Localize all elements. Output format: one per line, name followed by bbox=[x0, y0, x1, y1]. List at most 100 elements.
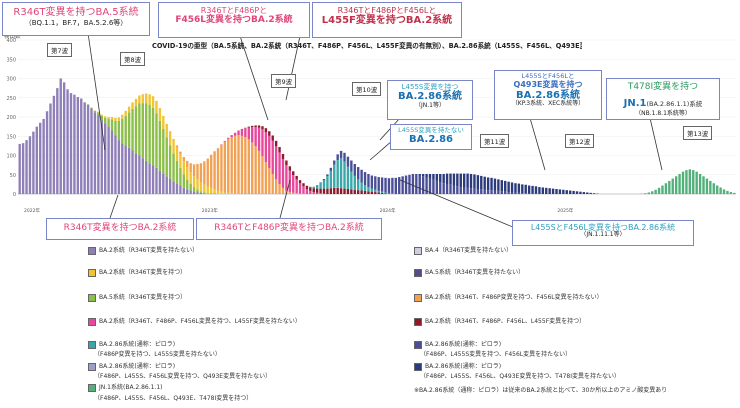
bar-segment bbox=[442, 173, 445, 184]
bar-segment bbox=[370, 191, 374, 194]
bar-segment bbox=[312, 188, 315, 193]
bar-segment bbox=[380, 192, 384, 194]
bar-segment bbox=[76, 96, 80, 194]
bar-segment bbox=[712, 183, 715, 194]
bar-segment bbox=[158, 108, 162, 121]
bar-segment bbox=[456, 173, 459, 187]
wave-label-11: 第11波 bbox=[480, 134, 510, 148]
bar-segment bbox=[203, 184, 206, 193]
y-axis: 0 50 100 150 200 250 300 350 400 bbox=[6, 38, 736, 198]
bar-segment bbox=[162, 128, 165, 174]
bar-segment bbox=[418, 173, 421, 176]
bar-segment bbox=[716, 185, 719, 194]
bar-segment bbox=[384, 192, 387, 194]
bar-segment bbox=[315, 185, 319, 189]
bar-segment bbox=[493, 178, 497, 191]
bar-segment bbox=[521, 184, 524, 194]
bar-segment bbox=[654, 189, 657, 194]
legend-item: BA.4（R346T変異を持たない） bbox=[414, 245, 512, 255]
bar-segment bbox=[162, 115, 165, 129]
bar-segment bbox=[257, 125, 261, 128]
bar-segment bbox=[733, 192, 736, 194]
bar-segment bbox=[548, 188, 551, 194]
bar-segment bbox=[148, 163, 151, 194]
bar-segment bbox=[295, 179, 298, 194]
bar-segment bbox=[230, 137, 233, 194]
bar-segment bbox=[268, 135, 271, 169]
bar-segment bbox=[288, 166, 292, 171]
bar-segment bbox=[510, 182, 514, 193]
callout-ba286-f456l: L455SとF456L変異を持つBA.2.86系統 （JN.1.11.1等） bbox=[512, 220, 694, 246]
bar-segment bbox=[179, 185, 182, 194]
bar-segment bbox=[186, 179, 189, 190]
bar-segment bbox=[274, 146, 278, 180]
y-tick-label: 50 bbox=[10, 173, 16, 179]
bar-segment bbox=[357, 167, 360, 180]
bar-segment bbox=[449, 184, 452, 194]
bar-segment bbox=[333, 164, 336, 188]
bar-segment bbox=[551, 188, 555, 194]
bar-segment bbox=[490, 177, 493, 191]
bar-segment bbox=[452, 185, 456, 194]
legend: BA.2系統（R346T変異を持たない） BA.4（R346T変異を持たない） … bbox=[0, 237, 740, 408]
bar-segment bbox=[264, 128, 268, 133]
bar-segment bbox=[175, 145, 179, 148]
callout-ba2-r346t: R346T変異を持つBA.2系統 bbox=[46, 218, 194, 240]
bar-segment bbox=[93, 112, 97, 194]
bar-segment bbox=[213, 151, 216, 190]
bar-segment bbox=[360, 169, 363, 183]
bar-segment bbox=[346, 189, 350, 194]
bar-segment bbox=[196, 192, 199, 194]
legend-item: BA.2系統（R346T、F486P、F456L変異を持つ、L455F変異を持た… bbox=[88, 316, 301, 326]
bar-segment bbox=[18, 143, 21, 194]
bar-segment bbox=[353, 163, 356, 176]
bar-segment bbox=[398, 177, 401, 194]
bar-segment bbox=[182, 174, 186, 188]
bar-segment bbox=[473, 188, 476, 194]
bar-segment bbox=[158, 170, 162, 194]
bar-segment bbox=[131, 108, 134, 151]
bar-segment bbox=[466, 187, 469, 194]
bar-segment bbox=[199, 191, 203, 193]
bar-segment bbox=[179, 167, 182, 186]
bar-segment bbox=[145, 93, 148, 104]
y-tick-label: 0 bbox=[13, 192, 16, 198]
bar-segment bbox=[233, 135, 237, 194]
bar-segment bbox=[274, 140, 278, 147]
bar-segment bbox=[127, 112, 131, 148]
bar-segment bbox=[281, 158, 285, 188]
bar-segment bbox=[432, 179, 435, 194]
bar-segment bbox=[264, 162, 268, 194]
bar-segment bbox=[186, 160, 189, 168]
bar-segment bbox=[374, 192, 377, 194]
bar-segment bbox=[336, 154, 339, 161]
legend-item: BA.2系統（R346T、F486P変異を持つ、F456L変異を持たない） bbox=[414, 292, 603, 302]
bar-segment bbox=[586, 192, 589, 194]
bar-segment bbox=[162, 173, 165, 194]
bar-segment bbox=[459, 187, 462, 194]
bar-segment bbox=[285, 165, 288, 191]
y-tick-label: 400 bbox=[6, 38, 16, 44]
bar-segment bbox=[346, 166, 350, 189]
bar-segment bbox=[141, 103, 144, 159]
bar-segment bbox=[151, 96, 155, 108]
bar-segment bbox=[42, 118, 45, 194]
bar-segment bbox=[131, 102, 134, 109]
bar-segment bbox=[271, 140, 274, 174]
legend-item: BA.2.86系統(通称：ピロラ) bbox=[414, 339, 501, 349]
bar-segment bbox=[357, 179, 360, 191]
bar-segment bbox=[257, 127, 261, 151]
callout-pointer bbox=[649, 117, 663, 171]
bar-segment bbox=[305, 189, 309, 194]
bar-segment bbox=[497, 179, 500, 191]
bar-segment bbox=[350, 160, 353, 172]
bar-segment bbox=[541, 187, 545, 194]
bar-segment bbox=[309, 187, 312, 191]
bar-segment bbox=[93, 110, 97, 113]
bar-segment bbox=[517, 183, 521, 193]
bar-segment bbox=[165, 137, 168, 177]
bar-segment bbox=[343, 161, 346, 189]
bar-segment bbox=[326, 188, 329, 194]
bar-segment bbox=[435, 173, 439, 181]
bar-segment bbox=[274, 179, 278, 194]
